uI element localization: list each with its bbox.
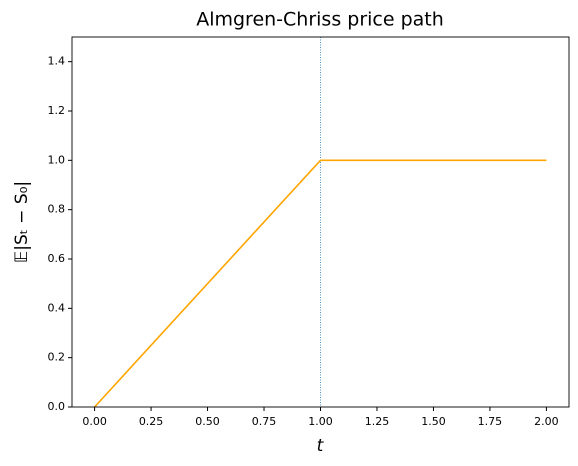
data-line [94, 159, 547, 408]
x-tick-label: 1.75 [478, 415, 503, 428]
x-axis-label: t [317, 436, 325, 456]
x-tick-label: 0.00 [82, 415, 107, 428]
chart-title: Almgren-Chriss price path [196, 9, 444, 31]
x-tick-label: 0.25 [139, 415, 164, 428]
x-tick-label: 2.00 [534, 415, 559, 428]
y-tick-label: 1.0 [48, 153, 66, 166]
x-tick-label: 0.50 [195, 415, 220, 428]
y-tick-label: 0.4 [48, 301, 66, 314]
y-tick-label: 0.6 [48, 252, 66, 265]
x-tick-label: 0.75 [252, 415, 277, 428]
y-tick-label: 1.2 [48, 104, 66, 117]
plot-frame [71, 36, 570, 408]
y-tick-label: 0.2 [48, 351, 66, 364]
x-tick-label: 1.00 [308, 415, 333, 428]
y-tick-label: 0.0 [48, 400, 66, 413]
y-tick-label: 1.4 [48, 55, 66, 68]
y-axis-label: 𝔼|Sₜ − S₀| [12, 181, 32, 263]
x-tick-label: 1.50 [421, 415, 446, 428]
y-tick-label: 0.8 [48, 203, 66, 216]
x-tick-label: 1.25 [365, 415, 390, 428]
